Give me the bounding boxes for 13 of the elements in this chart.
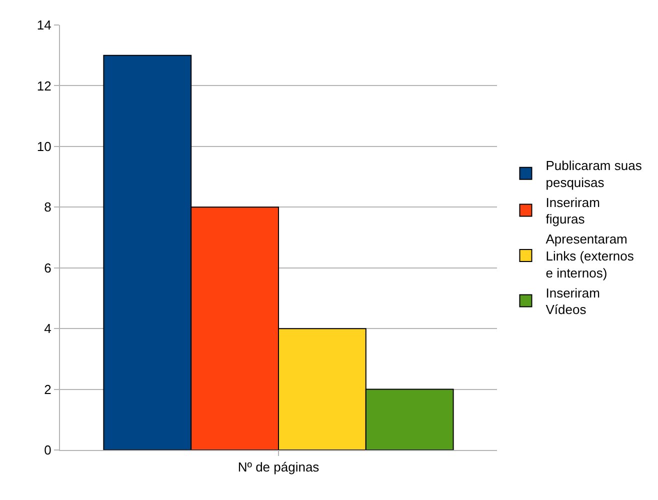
y-tick-label: 8 xyxy=(44,200,52,215)
y-tick-label: 0 xyxy=(44,442,52,458)
y-tick-label: 4 xyxy=(44,321,52,336)
y-tick-label: 14 xyxy=(36,18,52,33)
x-tick-label: Nº de páginas xyxy=(238,460,320,475)
y-tick-label: 12 xyxy=(36,78,52,94)
y-tick-label: 6 xyxy=(44,260,52,276)
legend-label: Inseriram Vídeos xyxy=(546,285,600,318)
legend-label: Apresentaram Links (externos e internos) xyxy=(546,232,634,280)
y-tick-label: 10 xyxy=(36,138,52,154)
legend-label: Inseriram figuras xyxy=(546,194,600,227)
y-tick-label: 2 xyxy=(44,382,52,397)
legend-label: Publicaram suas pesquisas xyxy=(546,158,642,190)
